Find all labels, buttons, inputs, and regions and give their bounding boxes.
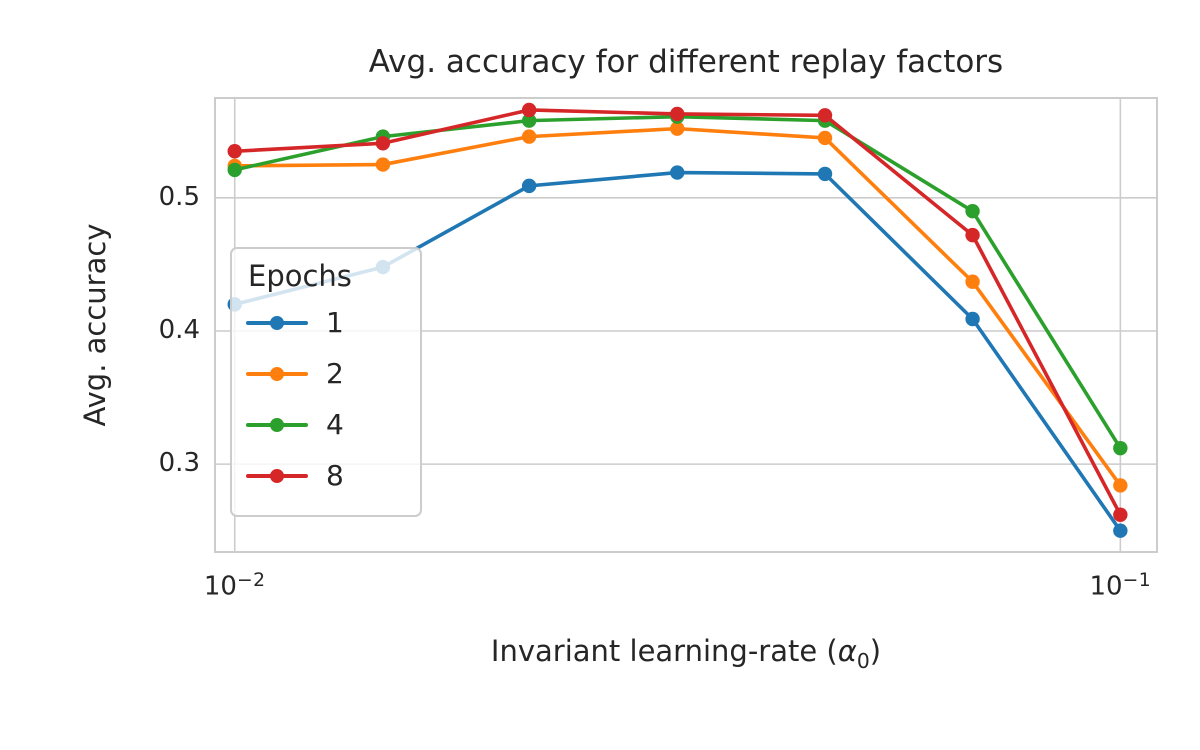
data-point	[521, 102, 537, 118]
data-point	[1113, 523, 1128, 538]
x-axis-label: Invariant learning-rate (α0)	[215, 634, 1157, 673]
y-tick-label: 0.5	[158, 181, 200, 212]
data-point	[670, 121, 685, 136]
data-point	[375, 136, 391, 151]
legend-item-2: 2	[246, 348, 410, 399]
data-point	[965, 274, 980, 289]
legend-line-swatch	[246, 468, 308, 484]
data-point	[817, 166, 833, 182]
data-point	[521, 129, 537, 144]
data-point	[817, 130, 833, 146]
data-point	[1113, 507, 1128, 522]
legend-line-swatch	[246, 315, 308, 331]
legend-title: Epochs	[248, 259, 352, 293]
series-8	[227, 102, 1128, 522]
axes-frame	[214, 97, 1158, 553]
alpha-symbol: α	[837, 634, 857, 668]
data-point	[521, 113, 537, 128]
chart-title: Avg. accuracy for different replay facto…	[368, 44, 1004, 80]
data-point	[965, 203, 980, 219]
data-point	[1113, 478, 1128, 493]
x-axis-label-prefix: Invariant learning-rate (	[490, 634, 838, 668]
legend-line-swatch	[246, 417, 308, 433]
x-tick-label: 10−1	[1089, 570, 1152, 602]
legend-label: 2	[326, 357, 344, 390]
data-point	[375, 157, 391, 172]
x-tick-label: 10−2	[203, 570, 266, 602]
legend-label: 1	[326, 306, 344, 339]
data-point	[1113, 440, 1128, 456]
legend-item-1: 1	[246, 297, 410, 348]
data-point	[965, 311, 980, 327]
data-point	[670, 106, 685, 122]
data-point	[670, 165, 685, 180]
data-point	[817, 108, 833, 123]
legend-item-8: 8	[246, 450, 410, 501]
y-tick-label: 0.4	[158, 314, 200, 345]
legend-items: 1 2 4 8	[246, 297, 410, 501]
y-tick-label: 0.3	[158, 448, 200, 479]
legend-label: 8	[326, 459, 344, 492]
alpha-subscript: 0	[856, 648, 870, 673]
legend-line-swatch	[246, 366, 308, 382]
data-point	[227, 144, 242, 159]
x-axis-label-suffix: )	[869, 634, 882, 668]
data-point	[521, 178, 537, 194]
data-point	[227, 162, 242, 178]
legend-item-4: 4	[246, 399, 410, 450]
data-point	[965, 227, 980, 243]
legend: Epochs 1 2 4 8	[230, 247, 422, 517]
legend-label: 4	[326, 408, 344, 441]
